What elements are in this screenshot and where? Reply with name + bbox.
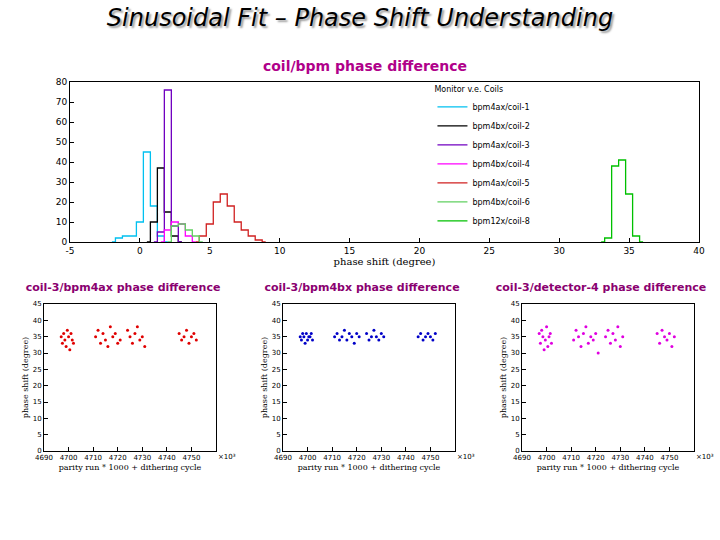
- svg-text:phase shift (degree): phase shift (degree): [499, 337, 508, 418]
- svg-text:15: 15: [344, 246, 355, 256]
- svg-text:4730: 4730: [372, 454, 390, 462]
- svg-text:10: 10: [274, 246, 286, 256]
- svg-text:0: 0: [61, 237, 67, 247]
- svg-text:phase shift (degree): phase shift (degree): [260, 337, 269, 418]
- svg-text:45: 45: [511, 300, 520, 308]
- svg-text:70: 70: [56, 97, 68, 107]
- svg-text:4700: 4700: [299, 454, 317, 462]
- svg-text:25: 25: [272, 366, 281, 374]
- svg-text:phase shift (degree): phase shift (degree): [334, 256, 436, 267]
- svg-text:coil-3/bpm4bx phase difference: coil-3/bpm4bx phase difference: [264, 281, 459, 294]
- svg-text:5: 5: [207, 246, 213, 256]
- svg-text:20: 20: [511, 382, 520, 390]
- svg-text:60: 60: [56, 117, 68, 127]
- svg-text:30: 30: [511, 349, 520, 357]
- svg-text:40: 40: [272, 317, 281, 325]
- svg-text:0: 0: [137, 246, 143, 256]
- svg-text:35: 35: [511, 333, 520, 341]
- svg-text:parity run * 1000 + dithering: parity run * 1000 + dithering cycle: [537, 463, 680, 472]
- svg-text:4710: 4710: [84, 454, 102, 462]
- svg-text:40: 40: [511, 317, 520, 325]
- svg-text:25: 25: [33, 366, 42, 374]
- svg-text:coil-3/bpm4ax phase difference: coil-3/bpm4ax phase difference: [26, 281, 221, 294]
- svg-text:15: 15: [33, 398, 42, 406]
- svg-text:4710: 4710: [562, 454, 580, 462]
- svg-text:×10³: ×10³: [457, 453, 475, 461]
- svg-text:0: 0: [276, 447, 280, 455]
- svg-text:35: 35: [33, 333, 42, 341]
- svg-text:25: 25: [511, 366, 520, 374]
- svg-text:35: 35: [623, 246, 634, 256]
- svg-text:30: 30: [272, 349, 281, 357]
- svg-text:4740: 4740: [397, 454, 415, 462]
- svg-text:parity run * 1000 + dithering: parity run * 1000 + dithering cycle: [298, 463, 441, 472]
- svg-text:4720: 4720: [348, 454, 366, 462]
- svg-text:bpm4ax/coil-1: bpm4ax/coil-1: [472, 103, 529, 112]
- svg-text:4700: 4700: [60, 454, 78, 462]
- svg-text:5: 5: [37, 431, 41, 439]
- svg-text:-5: -5: [66, 246, 75, 256]
- svg-text:10: 10: [56, 217, 68, 227]
- svg-text:bpm12x/coil-8: bpm12x/coil-8: [472, 217, 529, 226]
- svg-text:bpm4ax/coil-3: bpm4ax/coil-3: [472, 141, 529, 150]
- svg-text:phase shift (degree): phase shift (degree): [21, 337, 30, 418]
- svg-text:30: 30: [56, 177, 68, 187]
- svg-text:4750: 4750: [422, 454, 440, 462]
- svg-text:×10³: ×10³: [218, 453, 236, 461]
- svg-text:10: 10: [511, 415, 520, 423]
- svg-text:0: 0: [37, 447, 41, 455]
- svg-text:20: 20: [56, 197, 68, 207]
- svg-text:25: 25: [484, 246, 495, 256]
- svg-text:5: 5: [276, 431, 280, 439]
- svg-text:20: 20: [414, 246, 426, 256]
- svg-text:80: 80: [56, 77, 68, 87]
- svg-text:4700: 4700: [538, 454, 556, 462]
- svg-text:4690: 4690: [35, 454, 53, 462]
- svg-text:45: 45: [272, 300, 281, 308]
- svg-text:0: 0: [515, 447, 519, 455]
- svg-text:coil/bpm phase difference: coil/bpm phase difference: [263, 58, 467, 74]
- svg-text:4690: 4690: [274, 454, 292, 462]
- svg-text:35: 35: [272, 333, 281, 341]
- svg-text:4750: 4750: [661, 454, 679, 462]
- svg-text:bpm4bx/coil-2: bpm4bx/coil-2: [472, 122, 529, 131]
- svg-text:4710: 4710: [323, 454, 341, 462]
- svg-text:4750: 4750: [183, 454, 201, 462]
- svg-text:parity run * 1000 + dithering: parity run * 1000 + dithering cycle: [59, 463, 202, 472]
- svg-text:50: 50: [56, 137, 68, 147]
- svg-text:Monitor v.e. Coils: Monitor v.e. Coils: [434, 85, 503, 94]
- svg-text:bpm4bx/coil-6: bpm4bx/coil-6: [472, 198, 529, 207]
- svg-text:4720: 4720: [587, 454, 605, 462]
- svg-text:10: 10: [272, 415, 281, 423]
- svg-text:4740: 4740: [636, 454, 654, 462]
- svg-text:4720: 4720: [109, 454, 127, 462]
- svg-text:20: 20: [33, 382, 42, 390]
- svg-text:5: 5: [515, 431, 519, 439]
- svg-text:4740: 4740: [158, 454, 176, 462]
- svg-text:coil-3/detector-4 phase differ: coil-3/detector-4 phase difference: [496, 281, 706, 294]
- svg-text:30: 30: [553, 246, 565, 256]
- svg-text:4730: 4730: [611, 454, 629, 462]
- svg-text:20: 20: [272, 382, 281, 390]
- svg-text:bpm4bx/coil-4: bpm4bx/coil-4: [472, 160, 529, 169]
- svg-text:40: 40: [693, 246, 705, 256]
- svg-text:40: 40: [56, 157, 68, 167]
- svg-text:×10³: ×10³: [696, 453, 714, 461]
- svg-text:4730: 4730: [133, 454, 151, 462]
- svg-text:40: 40: [33, 317, 42, 325]
- svg-text:4690: 4690: [513, 454, 531, 462]
- svg-text:bpm4ax/coil-5: bpm4ax/coil-5: [472, 179, 529, 188]
- svg-text:15: 15: [511, 398, 520, 406]
- svg-text:30: 30: [33, 349, 42, 357]
- svg-text:45: 45: [33, 300, 42, 308]
- svg-text:10: 10: [33, 415, 42, 423]
- svg-text:15: 15: [272, 398, 281, 406]
- html-text:Sinusoidal Fit – Phase Shift U: Sinusoidal Fit – Phase Shift Understandi…: [106, 4, 614, 32]
